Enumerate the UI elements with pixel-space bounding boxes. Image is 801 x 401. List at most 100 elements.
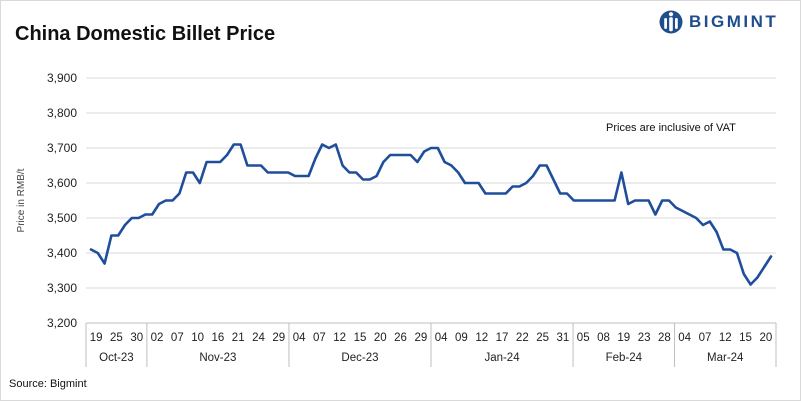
month-label: Nov-23 bbox=[199, 352, 236, 364]
data-point bbox=[681, 210, 684, 212]
x-tick-label: 29 bbox=[414, 332, 427, 344]
data-point bbox=[749, 283, 752, 286]
data-point bbox=[457, 171, 460, 174]
data-point bbox=[171, 199, 174, 202]
x-tick-label: 07 bbox=[313, 332, 326, 344]
x-tick-label: 22 bbox=[516, 332, 529, 344]
y-tick-label: 3,800 bbox=[47, 106, 77, 120]
x-tick-label: 19 bbox=[90, 332, 103, 344]
x-tick-label: 16 bbox=[212, 332, 225, 344]
data-point bbox=[341, 164, 344, 167]
x-tick-label: 12 bbox=[475, 332, 488, 344]
data-point bbox=[634, 199, 636, 202]
x-tick-label: 07 bbox=[699, 332, 712, 344]
data-point bbox=[722, 248, 725, 251]
x-tick-label: 07 bbox=[171, 332, 184, 344]
data-point bbox=[151, 213, 154, 216]
data-point bbox=[566, 192, 568, 195]
y-tick-label: 3,600 bbox=[47, 176, 77, 190]
data-point bbox=[321, 143, 324, 146]
x-tick-label: 04 bbox=[678, 332, 691, 344]
y-tick-label: 3,900 bbox=[47, 71, 77, 85]
data-point bbox=[593, 199, 596, 202]
x-tick-label: 15 bbox=[739, 332, 752, 344]
data-point bbox=[219, 161, 222, 163]
data-point bbox=[402, 154, 405, 156]
data-point bbox=[715, 231, 718, 233]
data-point bbox=[464, 182, 466, 184]
month-label: Jan-24 bbox=[484, 352, 520, 364]
data-point bbox=[606, 199, 609, 202]
data-point bbox=[688, 213, 691, 216]
data-point bbox=[158, 203, 160, 205]
data-point bbox=[436, 147, 439, 149]
data-point bbox=[396, 154, 398, 156]
x-tick-label: 31 bbox=[557, 332, 570, 344]
data-point bbox=[708, 220, 711, 223]
x-tick-label: 12 bbox=[333, 332, 346, 344]
data-point bbox=[137, 217, 140, 219]
data-point bbox=[674, 206, 677, 209]
x-axis: 19 25 30 Oct-23 02 07 10 16 21 24 29 Nov-23 04 07 12 15… bbox=[85, 322, 777, 367]
data-point bbox=[164, 199, 167, 202]
x-tick-label: 09 bbox=[455, 332, 468, 344]
grid-lines bbox=[86, 77, 776, 324]
month-label: Dec-23 bbox=[341, 352, 378, 364]
data-point bbox=[103, 262, 106, 265]
data-point bbox=[450, 164, 453, 167]
data-point bbox=[117, 234, 120, 237]
data-points bbox=[90, 143, 772, 286]
data-point bbox=[253, 164, 256, 167]
data-point bbox=[266, 171, 269, 174]
data-point bbox=[348, 171, 351, 174]
data-point bbox=[382, 161, 385, 163]
data-point bbox=[729, 248, 732, 251]
data-point bbox=[198, 182, 201, 184]
x-tick-label: 30 bbox=[130, 332, 143, 344]
data-point bbox=[532, 175, 534, 177]
y-tick-label: 3,700 bbox=[47, 141, 77, 155]
data-point bbox=[355, 171, 358, 174]
data-point bbox=[192, 171, 194, 174]
data-point bbox=[702, 224, 704, 226]
x-tick-label: 17 bbox=[496, 332, 509, 344]
x-tick-label: 21 bbox=[232, 332, 245, 344]
data-point bbox=[586, 199, 589, 202]
data-point bbox=[511, 185, 514, 188]
x-tick-label: 26 bbox=[394, 332, 407, 344]
data-point bbox=[260, 164, 262, 167]
x-tick-label: 19 bbox=[617, 332, 630, 344]
data-point bbox=[110, 234, 113, 237]
x-tick-label: 02 bbox=[151, 332, 164, 344]
data-point bbox=[627, 203, 630, 205]
data-point bbox=[226, 154, 228, 156]
data-point bbox=[246, 164, 249, 167]
data-point bbox=[742, 273, 745, 275]
data-point bbox=[409, 154, 412, 156]
x-tick-label: 28 bbox=[658, 332, 671, 344]
x-tick-label: 15 bbox=[354, 332, 367, 344]
data-point bbox=[212, 161, 215, 163]
data-point bbox=[647, 199, 650, 202]
data-point bbox=[443, 161, 446, 163]
data-point bbox=[545, 164, 548, 167]
data-point bbox=[307, 175, 310, 177]
x-tick-label: 29 bbox=[272, 332, 285, 344]
data-point bbox=[416, 161, 419, 163]
data-point bbox=[124, 224, 126, 226]
data-point bbox=[763, 266, 766, 268]
data-point bbox=[640, 199, 643, 202]
data-point bbox=[280, 171, 283, 174]
x-tick-label: 10 bbox=[191, 332, 204, 344]
x-tick-label: 25 bbox=[110, 332, 123, 344]
data-point bbox=[477, 182, 480, 184]
data-point bbox=[389, 154, 392, 156]
data-point bbox=[362, 178, 364, 181]
data-point bbox=[470, 182, 473, 184]
y-axis-label: Price in RMB/t bbox=[16, 168, 27, 232]
data-point bbox=[552, 178, 555, 181]
data-point bbox=[368, 178, 371, 181]
data-point bbox=[239, 143, 242, 146]
x-tick-label: 23 bbox=[638, 332, 651, 344]
